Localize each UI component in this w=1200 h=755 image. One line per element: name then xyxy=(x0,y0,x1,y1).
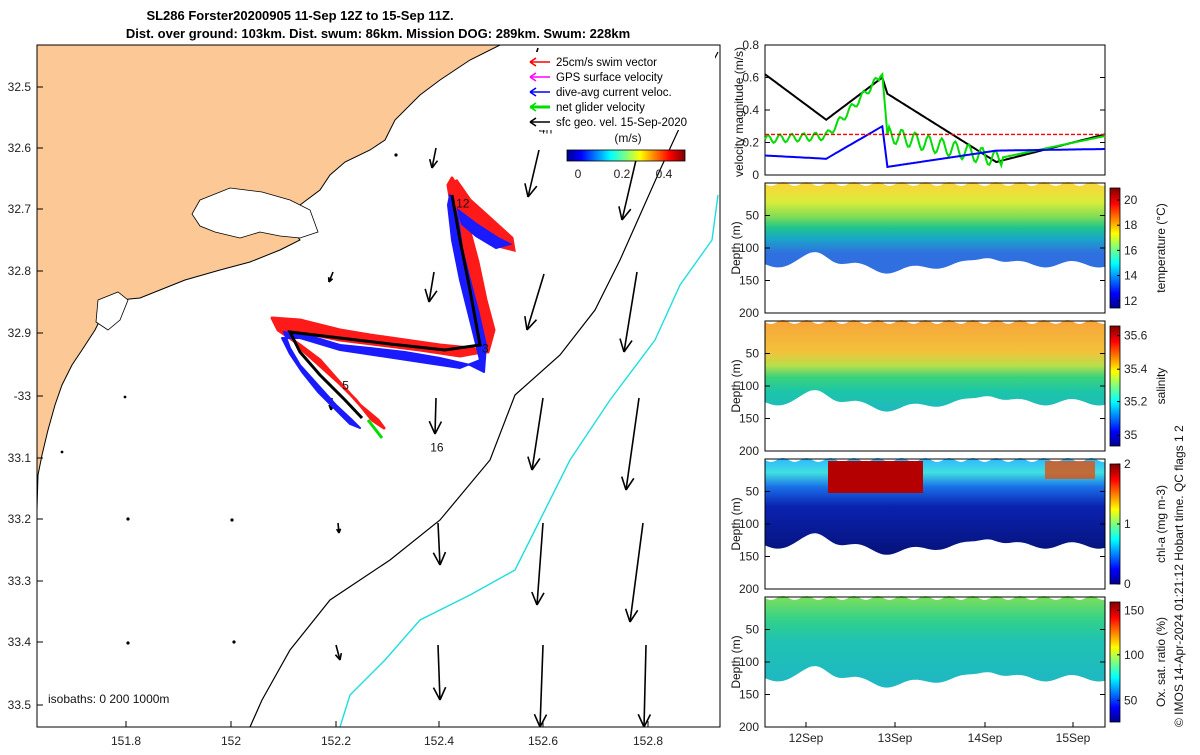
colorbar-tick-label: 50 xyxy=(1124,693,1138,707)
colorbar-label: temperature (°C) xyxy=(1154,203,1168,293)
colorbar-tick-label: 150 xyxy=(1124,603,1144,617)
lat-tick-label: 33.1 xyxy=(8,451,32,465)
colorbar-tick-label: 35 xyxy=(1124,428,1138,442)
colorbar-tick-label: 16 xyxy=(1124,243,1138,257)
colorbar-units: (m/s) xyxy=(614,131,641,145)
depth-tick-label: 200 xyxy=(739,444,759,458)
colorbar-gradient xyxy=(567,150,685,161)
depth-tick-label: 200 xyxy=(739,306,759,320)
date-tick-label: 12Sep xyxy=(789,731,824,745)
legend-label: 25cm/s swim vector xyxy=(556,57,657,69)
section-colorbar xyxy=(1110,188,1120,308)
lat-tick-label: 33.3 xyxy=(8,574,32,588)
section-colorbar xyxy=(1110,326,1120,446)
colorbar-label: chl-a (mg m-3) xyxy=(1154,485,1168,563)
colorbar-tick-label: 1 xyxy=(1124,517,1131,531)
lon-tick-label: 152.4 xyxy=(424,734,454,748)
date-tick-label: 14Sep xyxy=(968,731,1003,745)
depth-tick-label: 50 xyxy=(746,623,760,637)
colorbar-tick-label: 0.2 xyxy=(614,167,631,181)
depth-label: Depth (m) xyxy=(729,359,743,412)
velocity-ylabel: velocity magnitude (m/s) xyxy=(732,47,746,177)
lat-tick-label: 32.6 xyxy=(8,141,32,155)
colorbar-tick-label: 0.4 xyxy=(656,167,673,181)
colorbar-tick-label: 18 xyxy=(1124,218,1138,232)
credit-text: © IMOS 14-Apr-2024 01:21:12 Hobart time.… xyxy=(1172,425,1186,727)
isobaths-label: isobaths: 0 200 1000m xyxy=(48,692,169,706)
velocity-axes-frame xyxy=(765,45,1105,175)
track-time-label: 12 xyxy=(456,196,470,210)
legend-label: GPS surface velocity xyxy=(556,72,663,84)
island-dot xyxy=(394,153,397,156)
depth-tick-label: 50 xyxy=(746,485,760,499)
colorbar-label: Ox. sat. ratio (%) xyxy=(1154,617,1168,707)
legend-label: net glider velocity xyxy=(556,102,645,114)
colorbar-tick-label: 35.4 xyxy=(1124,362,1148,376)
lon-tick-label: 151.8 xyxy=(111,734,141,748)
section-colorbar xyxy=(1110,602,1120,722)
island-dot xyxy=(232,640,235,643)
lat-tick-label: 32.8 xyxy=(8,264,32,278)
colorbar-tick-label: 12 xyxy=(1124,294,1138,308)
lon-tick-label: 152.8 xyxy=(633,734,663,748)
colorbar-tick-label: 0 xyxy=(575,167,582,181)
island-dot xyxy=(230,518,233,521)
depth-label: Depth (m) xyxy=(729,497,743,550)
colorbar-tick-label: 2 xyxy=(1124,457,1131,471)
lon-tick-label: 152.6 xyxy=(528,734,558,748)
map-panel: 151.8 152 152.2 152.4 152.6 152.8 32.5 32.6 32.7… xyxy=(8,45,720,748)
lat-tick-label: 33.4 xyxy=(8,635,32,649)
velocity-ytick-label: 0 xyxy=(752,168,759,182)
lat-tick-label: 32.7 xyxy=(8,202,32,216)
legend-label: dive-avg current veloc. xyxy=(556,87,672,99)
colorbar-tick-label: 14 xyxy=(1124,269,1138,283)
figure-subtitle: Dist. over ground: 103km. Dist. swum: 86… xyxy=(126,26,630,41)
lat-tick-label: 32.9 xyxy=(8,326,32,340)
island-dot xyxy=(126,641,129,644)
depth-tick-label: 50 xyxy=(746,209,760,223)
island-dot xyxy=(126,517,129,520)
lat-tick-label: 33.5 xyxy=(8,698,32,712)
colorbar-tick-label: 100 xyxy=(1124,648,1144,662)
island-dot xyxy=(124,396,127,399)
velocity-magnitude-panel: 00.20.40.60.8 velocity magnitude (m/s) xyxy=(732,38,1105,182)
colorbar-tick-label: 35.2 xyxy=(1124,395,1148,409)
island-dot xyxy=(61,451,64,454)
map-legend: 25cm/s swim vector GPS surface velocity di… xyxy=(525,52,715,130)
depth-tick-label: 200 xyxy=(739,582,759,596)
colorbar-tick-label: 20 xyxy=(1124,193,1138,207)
depth-label: Depth (m) xyxy=(729,635,743,688)
colorbar-tick-label: 35.6 xyxy=(1124,329,1148,343)
lat-tick-label: 33.2 xyxy=(8,512,32,526)
lat-tick-label: 32.5 xyxy=(8,80,32,94)
colorbar-label: salinity xyxy=(1154,368,1168,405)
chl-maximum-patch xyxy=(1045,461,1095,479)
figure-title: SL286 Forster20200905 11-Sep 12Z to 15-S… xyxy=(146,8,453,23)
date-tick-label: 15Sep xyxy=(1056,731,1091,745)
chl-maximum-patch xyxy=(828,461,923,493)
lat-tick-label: -33 xyxy=(14,389,32,403)
depth-tick-label: 200 xyxy=(739,720,759,734)
lon-tick-label: 152.2 xyxy=(321,734,351,748)
track-time-label: 16 xyxy=(430,440,444,454)
track-time-label: 3 xyxy=(482,342,489,356)
depth-label: Depth (m) xyxy=(729,221,743,274)
colorbar-tick-label: 0 xyxy=(1124,577,1131,591)
legend-label: sfc geo. vel. 15-Sep-2020 xyxy=(556,117,687,129)
track-time-label: 5 xyxy=(342,379,349,393)
date-tick-label: 13Sep xyxy=(878,731,913,745)
depth-tick-label: 50 xyxy=(746,347,760,361)
lon-tick-label: 152 xyxy=(221,734,241,748)
